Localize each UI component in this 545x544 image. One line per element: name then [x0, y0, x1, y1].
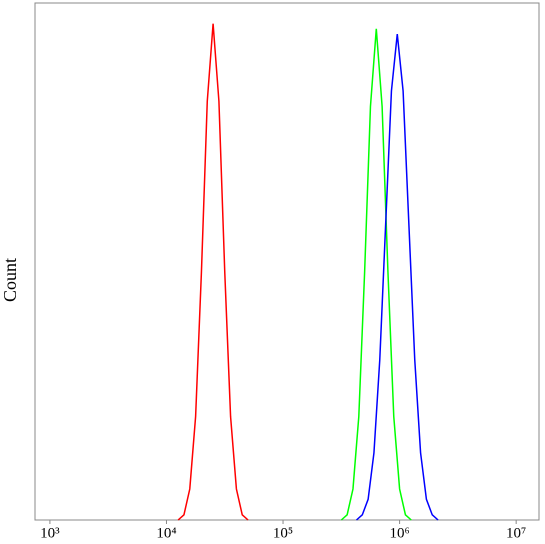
x-tick-label: 10⁵ [273, 525, 293, 541]
x-tick-label: 10⁷ [506, 525, 526, 541]
histogram-line [340, 28, 412, 521]
histogram-line [355, 33, 439, 521]
x-tick-label: 10³ [40, 525, 60, 541]
plot-frame [34, 2, 540, 521]
y-axis-label: Count [0, 258, 20, 302]
x-tick-label: 10⁴ [156, 525, 176, 541]
histogram-line [177, 23, 249, 521]
x-tick-label: 10⁶ [389, 525, 409, 541]
